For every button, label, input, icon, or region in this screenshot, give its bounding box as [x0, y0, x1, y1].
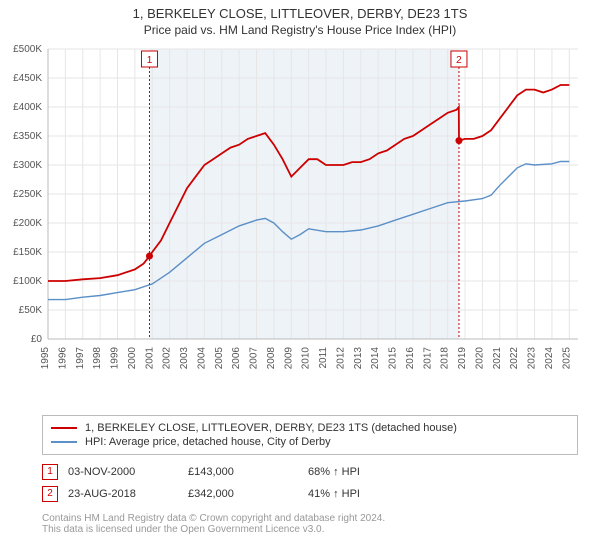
svg-text:2004: 2004 [196, 347, 207, 370]
svg-text:£350K: £350K [13, 131, 42, 142]
svg-text:2023: 2023 [527, 347, 538, 370]
sale-marker: 1 [42, 464, 58, 480]
svg-text:2008: 2008 [266, 347, 277, 370]
svg-text:2007: 2007 [249, 347, 260, 370]
svg-text:2021: 2021 [492, 347, 503, 370]
chart-subtitle: Price paid vs. HM Land Registry's House … [0, 23, 600, 37]
svg-text:2025: 2025 [561, 347, 572, 370]
svg-text:£500K: £500K [13, 44, 42, 55]
chart-plot-area: £0 £50K £100K £150K £200K £250K £300K £350K £400… [0, 39, 600, 409]
chart-title: 1, BERKELEY CLOSE, LITTLEOVER, DERBY, DE… [0, 6, 600, 21]
svg-text:2016: 2016 [405, 347, 416, 370]
svg-text:1996: 1996 [57, 347, 68, 370]
legend: 1, BERKELEY CLOSE, LITTLEOVER, DERBY, DE… [42, 415, 578, 455]
svg-text:1997: 1997 [75, 347, 86, 370]
svg-text:1995: 1995 [40, 347, 51, 370]
svg-text:£300K: £300K [13, 160, 42, 171]
svg-text:2006: 2006 [231, 347, 242, 370]
svg-text:2017: 2017 [422, 347, 433, 370]
legend-item: HPI: Average price, detached house, City… [51, 436, 569, 448]
svg-text:1999: 1999 [110, 347, 121, 370]
legend-item: 1, BERKELEY CLOSE, LITTLEOVER, DERBY, DE… [51, 422, 569, 434]
legend-swatch [51, 441, 77, 443]
svg-text:1998: 1998 [92, 347, 103, 370]
footer-line: This data is licensed under the Open Gov… [42, 524, 578, 535]
sale-date: 03-NOV-2000 [68, 461, 188, 483]
svg-text:2020: 2020 [474, 347, 485, 370]
sale-price: £342,000 [188, 483, 308, 505]
svg-text:2010: 2010 [301, 347, 312, 370]
svg-text:2013: 2013 [353, 347, 364, 370]
svg-text:£250K: £250K [13, 189, 42, 200]
svg-text:2002: 2002 [162, 347, 173, 370]
svg-text:2000: 2000 [127, 347, 138, 370]
svg-text:£450K: £450K [13, 73, 42, 84]
svg-text:2012: 2012 [335, 347, 346, 370]
svg-text:2022: 2022 [509, 347, 520, 370]
sale-delta: 68% ↑ HPI [308, 461, 370, 483]
svg-text:2024: 2024 [544, 347, 555, 370]
chart-titles: 1, BERKELEY CLOSE, LITTLEOVER, DERBY, DE… [0, 0, 600, 39]
chart-container: 1, BERKELEY CLOSE, LITTLEOVER, DERBY, DE… [0, 0, 600, 535]
svg-text:£400K: £400K [13, 102, 42, 113]
sale-date: 23-AUG-2018 [68, 483, 188, 505]
sales-table: 1 03-NOV-2000 £143,000 68% ↑ HPI 2 23-AU… [42, 461, 370, 505]
svg-text:£100K: £100K [13, 276, 42, 287]
legend-label: 1, BERKELEY CLOSE, LITTLEOVER, DERBY, DE… [85, 422, 457, 434]
svg-text:1: 1 [147, 55, 153, 66]
sale-marker: 2 [42, 486, 58, 502]
svg-text:£0: £0 [31, 334, 43, 345]
table-row: 1 03-NOV-2000 £143,000 68% ↑ HPI [42, 461, 370, 483]
svg-text:2011: 2011 [318, 347, 329, 369]
svg-text:2: 2 [456, 55, 462, 66]
svg-text:2003: 2003 [179, 347, 190, 370]
legend-swatch [51, 427, 77, 429]
table-row: 2 23-AUG-2018 £342,000 41% ↑ HPI [42, 483, 370, 505]
footer-line: Contains HM Land Registry data © Crown c… [42, 513, 578, 524]
sale-price: £143,000 [188, 461, 308, 483]
sale-delta: 41% ↑ HPI [308, 483, 370, 505]
svg-text:2015: 2015 [388, 347, 399, 370]
svg-text:2018: 2018 [440, 347, 451, 370]
svg-text:£200K: £200K [13, 218, 42, 229]
legend-label: HPI: Average price, detached house, City… [85, 436, 331, 448]
chart-svg: £0 £50K £100K £150K £200K £250K £300K £350K £400… [0, 39, 600, 409]
svg-text:2005: 2005 [214, 347, 225, 370]
svg-text:2001: 2001 [144, 347, 155, 370]
svg-text:2019: 2019 [457, 347, 468, 370]
footer: Contains HM Land Registry data © Crown c… [42, 513, 578, 535]
svg-text:2009: 2009 [283, 347, 294, 370]
svg-text:£50K: £50K [19, 305, 43, 316]
svg-text:2014: 2014 [370, 347, 381, 370]
svg-text:£150K: £150K [13, 247, 42, 258]
